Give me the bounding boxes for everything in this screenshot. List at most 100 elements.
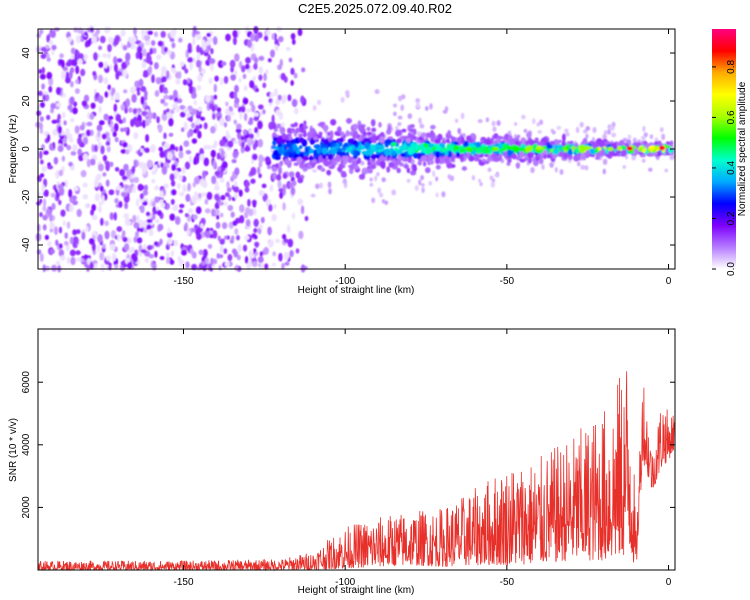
spectrogram-cell — [169, 109, 175, 115]
spectrogram-cell — [235, 128, 242, 134]
spectrogram-cell — [527, 145, 533, 152]
spectrogram-cell — [143, 94, 148, 101]
spectrogram-cell — [254, 34, 260, 42]
spectrogram-cell — [131, 93, 137, 103]
spectrogram-cell — [234, 167, 240, 176]
spectrogram-cell — [378, 192, 384, 198]
spectrogram-cell — [585, 126, 591, 131]
spectrogram-cell — [146, 219, 153, 224]
spectrogram-cell — [267, 226, 272, 236]
spectrogram-cell — [607, 146, 614, 152]
spectrogram-cell — [173, 239, 179, 247]
spectrogram-cell — [161, 165, 168, 175]
spectrogram-cell — [420, 155, 428, 162]
spectrogram-cell — [529, 152, 535, 157]
spectrogram-cell — [254, 241, 260, 247]
spectrogram-cell — [353, 123, 358, 131]
spectrogram-cell — [105, 141, 111, 146]
spectrogram-cell — [115, 113, 121, 122]
spectrogram-cell — [184, 222, 188, 231]
spectrogram-cell — [305, 146, 309, 154]
spectrogram-cell — [178, 71, 182, 79]
spectrogram-cell — [496, 120, 501, 127]
spectrogram-cell — [225, 33, 231, 42]
spectrogram-cell — [178, 209, 184, 214]
spectrogram-cell — [223, 75, 229, 84]
spectrogram-cell — [520, 137, 526, 144]
spectrogram-cell — [122, 69, 128, 78]
spectrogram-cell — [258, 154, 264, 164]
spectrogram-cell — [441, 191, 446, 198]
spectrogram-cell — [108, 265, 112, 271]
spectrogram-cell — [56, 102, 62, 107]
spectrogram-cell — [254, 112, 259, 117]
spectrogram-cell — [276, 174, 282, 181]
spectrogram-cell — [197, 106, 203, 112]
spectrogram-cell — [638, 147, 643, 152]
spectrogram-cell — [37, 90, 44, 96]
spectrogram-cell — [153, 209, 158, 215]
spectrogram-cell — [226, 134, 231, 140]
spectrogram-cell — [407, 113, 413, 119]
spectrogram-cell — [357, 124, 363, 130]
spectrogram-cell — [295, 248, 300, 254]
spectrogram-cell — [659, 127, 664, 133]
spectrogram-cell — [188, 155, 193, 164]
spectrogram-cell — [303, 131, 307, 138]
spectrogram-cell — [148, 228, 154, 237]
spectrogram-cell — [640, 135, 646, 141]
spectrogram-cell — [377, 187, 382, 194]
spectrogram-cell — [379, 156, 385, 161]
spectrogram-cell — [126, 169, 132, 177]
spectrogram-cell — [53, 156, 59, 165]
spectrogram-cell — [342, 157, 348, 165]
spectrogram-cell — [559, 169, 564, 175]
spectrogram-cell — [575, 126, 580, 134]
spectrogram-cell — [224, 201, 228, 207]
spectrogram-cell — [290, 67, 295, 76]
spectrogram-cell — [611, 132, 617, 138]
spectrogram-cell — [50, 102, 56, 110]
spectrogram-cell — [385, 139, 392, 144]
spectrogram-cell — [184, 161, 191, 170]
spectrogram-cell — [258, 74, 263, 81]
spectrogram-cell — [491, 153, 498, 159]
spectrogram-cell — [69, 204, 74, 213]
spectrogram-cell — [170, 189, 177, 196]
spectrogram-cell — [525, 141, 529, 146]
spectrogram-cell — [200, 260, 206, 266]
spectrogram-cell — [43, 50, 49, 55]
spectrogram-cell — [97, 95, 104, 104]
spectrogram-cell — [485, 117, 490, 123]
spectrogram-cell — [234, 84, 239, 93]
spectrogram-cell — [181, 127, 185, 132]
spectrogram-cell — [518, 151, 525, 158]
spectrogram-cell — [489, 175, 494, 181]
spectrogram-cell — [216, 214, 220, 220]
spectrogram-cell — [360, 160, 365, 166]
spectrogram-cell — [234, 228, 239, 235]
spectrogram-cell — [43, 150, 49, 155]
spectrogram-cell — [59, 53, 64, 59]
spectrogram-cell — [315, 183, 320, 190]
spectrogram-cell — [200, 223, 204, 229]
snr-y-label: SNR (10 * v/v) — [8, 418, 19, 482]
spectrogram-cell — [103, 113, 109, 121]
spectrogram-cell — [68, 188, 73, 198]
spectrogram-cell — [144, 34, 151, 42]
spectrogram-cell — [425, 132, 432, 138]
spectrogram-cell — [185, 261, 190, 268]
spectrogram-cell — [233, 102, 240, 109]
spectrogram-cell — [358, 173, 366, 180]
spectrogram-cell — [177, 182, 181, 190]
spectrogram-cell — [422, 161, 427, 167]
spectrogram-cell — [290, 32, 296, 40]
spectrogram-cell — [551, 130, 556, 135]
spectrogram-cell — [170, 180, 176, 187]
spectrogram-cell — [316, 99, 322, 106]
spectrogram-cell — [506, 161, 511, 166]
spectrogram-cell — [279, 191, 284, 199]
spectrogram-cell — [293, 107, 299, 115]
spectrogram-cell — [63, 179, 69, 188]
spectrogram-cell — [274, 44, 279, 52]
